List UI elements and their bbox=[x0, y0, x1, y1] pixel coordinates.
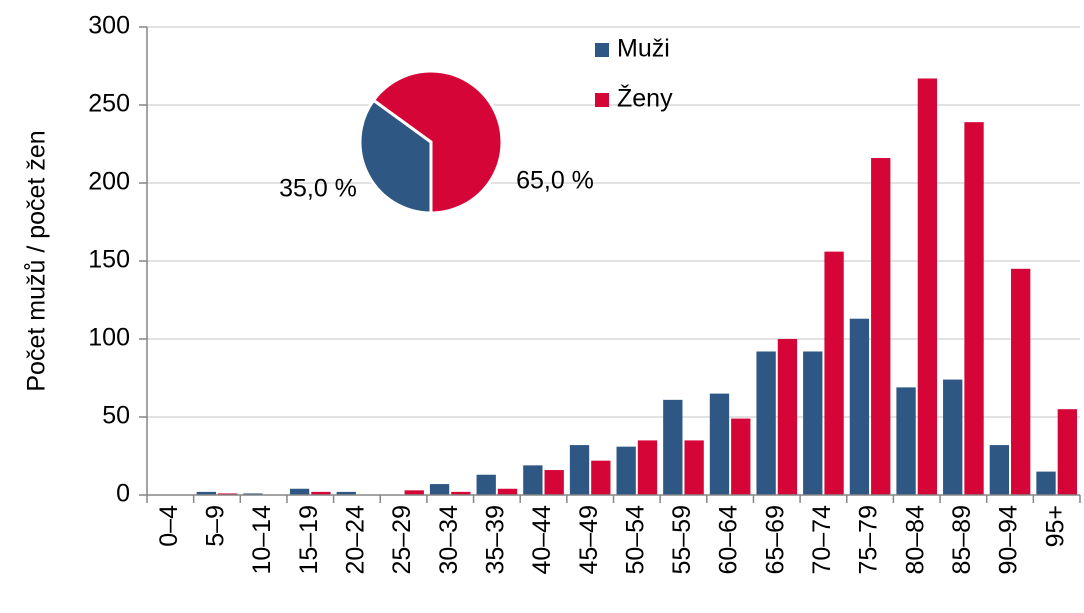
y-tick-label: 150 bbox=[88, 246, 130, 274]
bar bbox=[943, 379, 963, 495]
y-tick-label: 50 bbox=[102, 402, 130, 430]
pie-slice bbox=[371, 69, 504, 215]
bar bbox=[217, 493, 238, 495]
bar bbox=[684, 440, 704, 495]
bar bbox=[709, 393, 730, 495]
y-axis-label: Počet mužů / počet žen bbox=[23, 130, 51, 391]
x-tick-label: 55–59 bbox=[668, 505, 696, 575]
x-tick-label: 60–64 bbox=[715, 505, 743, 575]
bar bbox=[964, 122, 984, 495]
legend-label: Muži bbox=[617, 35, 670, 63]
bar bbox=[824, 251, 844, 495]
pie-label: 35,0 % bbox=[279, 175, 357, 203]
x-tick-label: 85–89 bbox=[948, 505, 976, 575]
x-tick-label: 95+ bbox=[1041, 505, 1069, 547]
x-tick-label: 20–24 bbox=[342, 505, 370, 575]
x-tick-label: 80–84 bbox=[901, 505, 929, 575]
bar bbox=[544, 470, 564, 495]
x-tick-label: 75–79 bbox=[855, 505, 883, 575]
x-tick-label: 65–69 bbox=[761, 505, 789, 575]
bar bbox=[989, 445, 1010, 495]
x-tick-label: 0–4 bbox=[155, 505, 183, 547]
bar bbox=[404, 490, 424, 495]
y-tick-label: 200 bbox=[88, 168, 130, 196]
x-tick-label: 30–34 bbox=[435, 505, 463, 575]
bar bbox=[523, 465, 543, 495]
bar bbox=[1011, 268, 1031, 495]
bar bbox=[616, 446, 636, 495]
y-tick-label: 100 bbox=[88, 324, 130, 352]
x-tick-label: 90–94 bbox=[995, 505, 1023, 575]
pie-slice bbox=[358, 98, 433, 215]
bar bbox=[849, 318, 870, 495]
x-tick-label: 15–19 bbox=[295, 505, 323, 575]
bar bbox=[451, 491, 471, 495]
bar bbox=[1036, 471, 1056, 495]
bar bbox=[569, 445, 590, 495]
bar bbox=[429, 484, 450, 495]
bar bbox=[663, 399, 683, 495]
x-tick-label: 35–39 bbox=[481, 505, 509, 575]
bar bbox=[591, 460, 611, 495]
x-tick-label: 5–9 bbox=[202, 505, 230, 547]
bar bbox=[637, 440, 658, 495]
bar bbox=[731, 418, 751, 495]
bar bbox=[497, 488, 518, 495]
x-tick-label: 40–44 bbox=[528, 505, 556, 575]
bar bbox=[1057, 409, 1077, 495]
bar bbox=[896, 387, 916, 495]
bar bbox=[243, 493, 263, 495]
bar bbox=[311, 491, 331, 495]
bar bbox=[777, 339, 798, 495]
bar bbox=[196, 491, 216, 495]
bar bbox=[476, 474, 496, 495]
bar bbox=[871, 158, 891, 496]
y-tick-label: 300 bbox=[88, 12, 130, 40]
x-tick-label: 25–29 bbox=[388, 505, 416, 575]
legend-label: Ženy bbox=[617, 84, 673, 113]
pie-label: 65,0 % bbox=[516, 167, 594, 195]
y-tick-label: 0 bbox=[116, 480, 130, 508]
legend-swatch bbox=[595, 43, 609, 57]
bar bbox=[756, 351, 776, 495]
x-tick-label: 10–14 bbox=[248, 505, 276, 575]
x-tick-label: 45–49 bbox=[575, 505, 603, 575]
bar bbox=[917, 78, 938, 495]
y-tick-label: 250 bbox=[88, 90, 130, 118]
bar bbox=[803, 351, 823, 495]
x-tick-label: 70–74 bbox=[808, 505, 836, 575]
legend-swatch bbox=[595, 93, 609, 107]
bar bbox=[336, 491, 356, 495]
x-tick-label: 50–54 bbox=[621, 505, 649, 575]
bar bbox=[289, 488, 310, 495]
